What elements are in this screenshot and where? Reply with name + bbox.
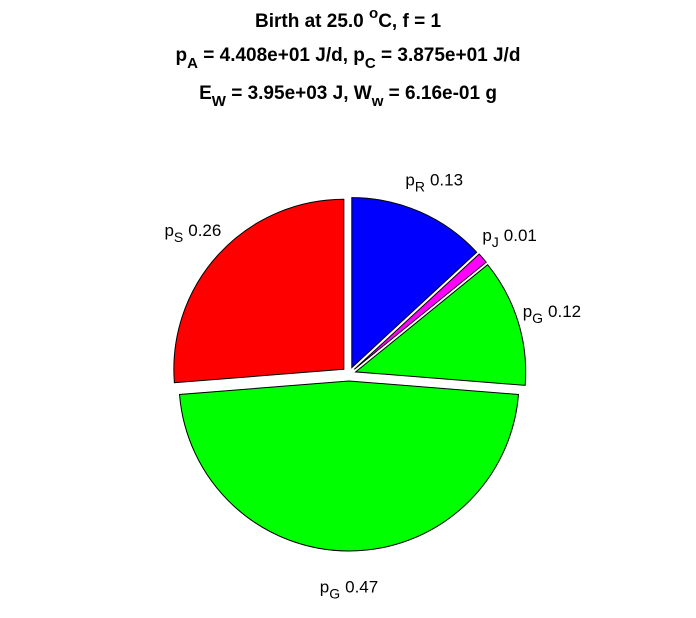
slice-label-name: p	[164, 221, 173, 240]
slice-label-name: p	[523, 302, 532, 321]
title-segment: o	[369, 5, 378, 22]
slice-label-value: 0.01	[504, 226, 537, 245]
slice-label-value: 0.47	[345, 578, 378, 597]
title-segment: Birth at 25.0	[255, 11, 369, 32]
slice-label: pR 0.13	[405, 170, 463, 194]
title-segment: = 6.16e-01 g	[383, 83, 497, 104]
slice-label-subscript: S	[174, 229, 183, 245]
title-segment: = 3.875e+01 J/d	[376, 45, 521, 66]
slice-label: pG 0.12	[523, 302, 581, 326]
title-segment: w	[371, 93, 384, 110]
title-segment: W	[212, 93, 227, 110]
slice-label-name: p	[320, 578, 329, 597]
title-segment: = 4.408e+01 J/d, p	[198, 45, 365, 66]
title-segment: A	[187, 55, 198, 72]
pie-slice	[354, 264, 527, 386]
title-segment: E	[199, 83, 212, 104]
slice-label-value: 0.26	[188, 221, 221, 240]
slice-label-value: 0.13	[430, 170, 463, 189]
title-segment: p	[176, 45, 188, 66]
slice-label-subscript: G	[532, 310, 543, 326]
title-segment: = 3.95e+03 J, W	[226, 83, 372, 104]
slice-label-value: 0.12	[548, 302, 581, 321]
pie-slice	[178, 380, 520, 552]
chart-title: pA = 4.408e+01 J/d, pC = 3.875e+01 J/d	[176, 45, 521, 72]
slice-label: pS 0.26	[164, 221, 221, 245]
slice-label-name: p	[405, 170, 414, 189]
slice-label: pJ 0.01	[482, 226, 537, 250]
slice-label-name: p	[482, 226, 491, 245]
slice-label-subscript: R	[415, 178, 425, 194]
chart-title: Birth at 25.0 oC, f = 1	[255, 5, 441, 32]
pie-slice	[353, 253, 487, 370]
slice-label: pG 0.47	[320, 578, 378, 602]
title-segment: C	[365, 55, 376, 72]
chart-title: EW = 3.95e+03 J, Ww = 6.16e-01 g	[199, 83, 497, 110]
slice-label-subscript: J	[492, 234, 499, 250]
pie-slice	[173, 198, 345, 384]
pie-slice	[351, 197, 478, 369]
title-segment: C, f = 1	[378, 11, 441, 32]
slice-label-subscript: G	[329, 586, 340, 602]
